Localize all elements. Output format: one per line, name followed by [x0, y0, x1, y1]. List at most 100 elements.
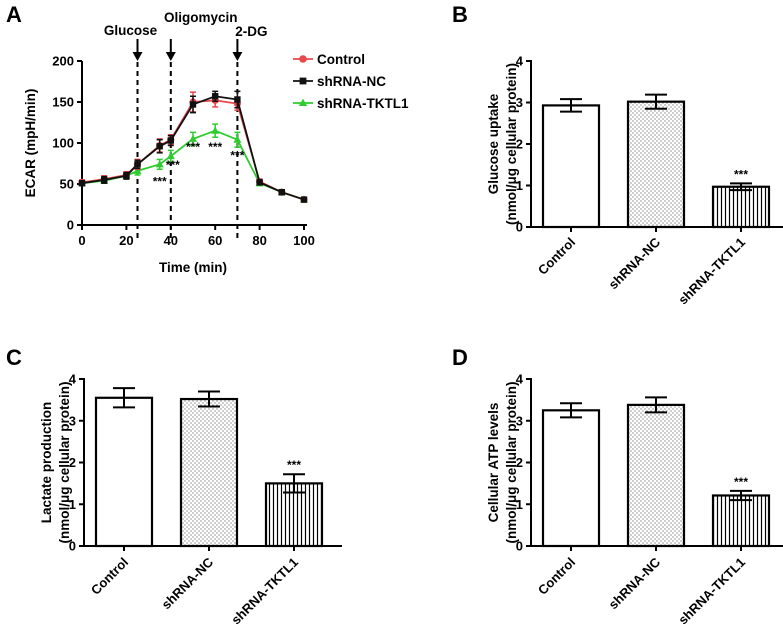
x-tick-label: 80 [252, 233, 266, 248]
significance-mark: *** [230, 148, 244, 162]
y-axis-title-line: Lactate production [39, 402, 54, 524]
data-point [211, 126, 220, 134]
data-point [133, 166, 142, 174]
y-tick-label: 0 [516, 539, 523, 554]
x-category-label: shRNA-NC [606, 234, 664, 292]
y-tick-label: 1 [516, 497, 523, 512]
significance-mark: *** [734, 167, 748, 181]
series-line-shrna-nc [81, 95, 305, 201]
x-tick-label: 100 [293, 233, 315, 248]
data-point [134, 161, 141, 168]
panel-d-atp-levels-bar-chart: 0 1 2 3 4 Cellular ATP levels (nmol/μg cellula… [486, 372, 783, 627]
y-tick-label: 100 [52, 136, 74, 151]
panel-letter-a: A [6, 2, 22, 27]
y-tick-label: 3 [516, 413, 523, 428]
data-point [189, 134, 197, 142]
x-category-label: shRNA-NC [159, 554, 217, 612]
injection-label: Glucose [104, 23, 158, 38]
y-tick-label: 2 [69, 455, 76, 470]
y-tick-label: 1 [516, 178, 523, 193]
significance-mark: *** [287, 458, 301, 472]
injection-arrow-head [132, 52, 143, 61]
panel-c-lactate-production-bar-chart: 0 1 2 3 4 Lactate production (nmol/μg cellular… [39, 372, 342, 628]
bar-shrna-nc [179, 397, 239, 548]
y-axis-title-line: (nmol/μg cellular protein) [504, 381, 519, 543]
significance-mark: *** [734, 475, 748, 489]
y-tick-label: 150 [52, 95, 74, 110]
data-point [189, 101, 197, 108]
y-tick-label: 3 [516, 95, 523, 110]
x-tick-label: 60 [208, 233, 222, 248]
y-tick-label: 50 [60, 177, 74, 192]
series-shrna-nc [78, 90, 308, 203]
data-point [155, 160, 164, 168]
bar-control [541, 104, 601, 229]
injection-label: 2-DG [235, 24, 267, 39]
bar-shrna-nc [626, 100, 686, 229]
data-point [78, 179, 86, 187]
panel-b-glucose-uptake-bar-chart: 0 1 2 3 4 Glucose uptake (nmol/μg cellular pro… [486, 54, 783, 308]
y-tick-label: 3 [69, 413, 76, 428]
y-tick-label: 4 [69, 372, 77, 387]
series-shrna-tktl1 [78, 123, 308, 203]
data-point [167, 137, 174, 144]
data-point [123, 172, 130, 179]
y-tick-label: 1 [69, 497, 76, 512]
y-tick-label: 0 [69, 539, 76, 554]
significance-mark: *** [166, 158, 180, 172]
panel-letter-b: B [452, 2, 468, 27]
data-point [234, 96, 241, 103]
y-tick-label: 4 [516, 54, 524, 69]
bar-shrna-nc [626, 403, 686, 548]
bar-shrna-tktl1 [711, 185, 771, 229]
panel-a-ecar-line-chart: 0 50 100 150 200 0 20 40 60 80 100 Time (min) ECAR (… [23, 10, 409, 275]
x-category-label: Control [88, 555, 131, 598]
legend-marker [298, 98, 308, 106]
y-tick-label: 200 [52, 54, 74, 69]
data-point [156, 143, 163, 150]
data-point [101, 176, 108, 184]
legend-label: shRNA-TKTL1 [317, 96, 409, 111]
y-axis-title-line: (nmol/μg cellular protein) [504, 63, 519, 225]
y-tick-label: 2 [516, 137, 523, 152]
significance-mark: *** [153, 175, 167, 189]
bar-shrna-tktl1 [711, 494, 771, 548]
y-axis-title-line: (nmol/μg cellular protein) [57, 381, 72, 543]
bar-control [94, 396, 154, 548]
legend-label: shRNA-NC [317, 74, 386, 89]
legend-marker [299, 55, 307, 63]
injection-arrow-head [165, 52, 176, 61]
y-tick-label: 2 [516, 455, 523, 470]
bar-control [541, 409, 601, 548]
y-axis-title: ECAR (mpH/min) [23, 89, 38, 198]
x-tick-label: 0 [78, 233, 85, 248]
data-point [278, 189, 285, 196]
x-category-label: Control [535, 555, 578, 598]
significance-mark: *** [208, 140, 222, 154]
data-point [166, 151, 175, 160]
x-category-label: shRNA-TKTL1 [675, 235, 748, 308]
y-tick-label: 4 [516, 372, 524, 387]
legend-label: Control [317, 52, 365, 67]
injection-label: Oligomycin [164, 10, 238, 25]
significance-mark: *** [186, 140, 200, 154]
y-tick-label: 0 [67, 218, 74, 233]
bar-shrna-tktl1 [264, 482, 324, 548]
panel-letter-d: D [452, 345, 468, 370]
panel-letter-c: C [6, 345, 22, 370]
x-category-label: shRNA-TKTL1 [228, 555, 301, 628]
data-point [256, 179, 263, 186]
x-category-label: shRNA-NC [606, 554, 664, 612]
x-axis-title: Time (min) [159, 260, 227, 275]
y-tick-label: 0 [516, 220, 523, 235]
y-axis-title-line: Cellular ATP levels [486, 403, 501, 523]
injection-arrow-head [232, 52, 243, 61]
x-category-label: Control [535, 235, 578, 278]
data-point [300, 196, 308, 203]
legend-marker [299, 77, 307, 85]
y-axis-title-line: Glucose uptake [486, 93, 501, 194]
x-tick-label: 20 [119, 233, 133, 248]
data-point [233, 135, 242, 143]
x-tick-label: 40 [164, 233, 178, 248]
data-point [212, 93, 219, 100]
